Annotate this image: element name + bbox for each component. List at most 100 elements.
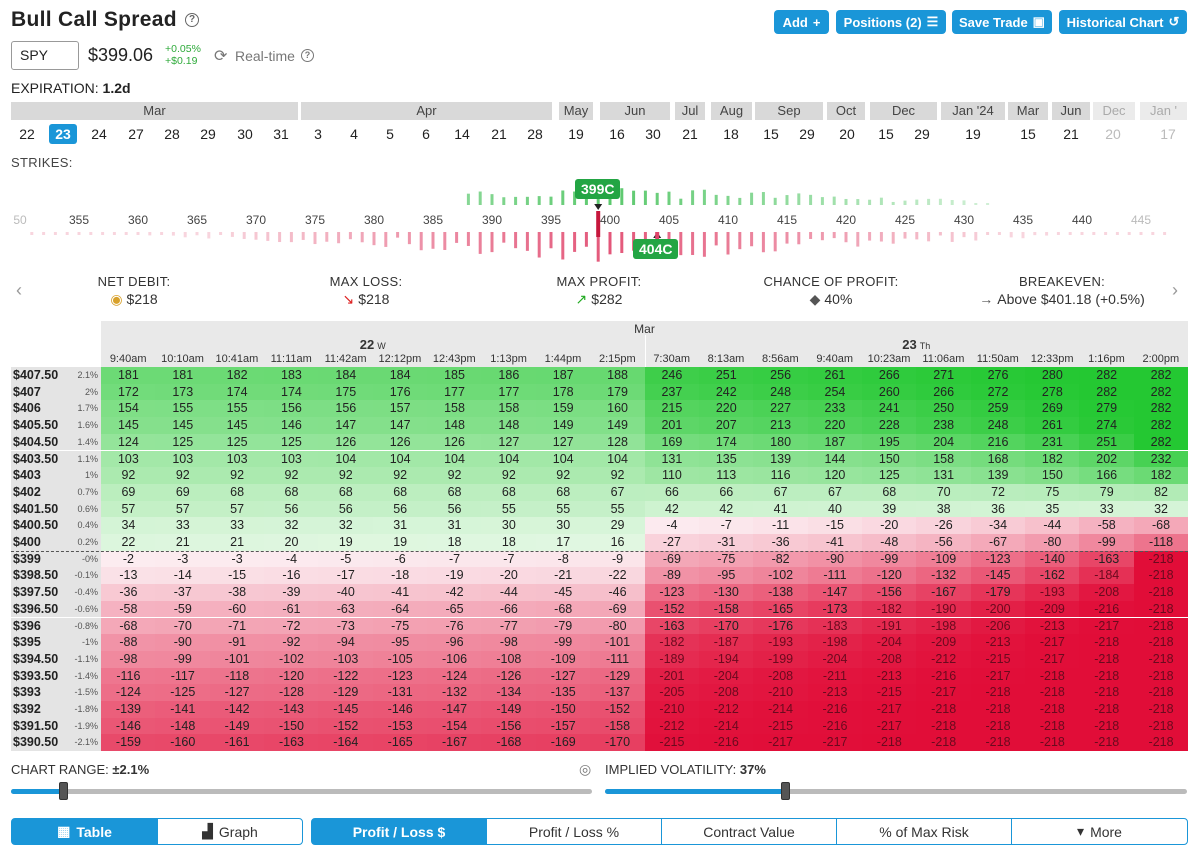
positions-button[interactable]: Positions (2) ☰ <box>836 10 946 34</box>
table-cell[interactable]: -218 <box>1079 701 1135 718</box>
table-cell[interactable]: 124 <box>101 433 156 451</box>
chart-range-track[interactable] <box>11 789 592 794</box>
table-cell[interactable]: 201 <box>644 417 700 434</box>
table-cell[interactable]: 104 <box>590 450 645 468</box>
table-cell[interactable]: 176 <box>372 383 428 401</box>
table-cell[interactable]: -44 <box>1024 517 1080 534</box>
table-cell[interactable]: -34 <box>970 517 1026 534</box>
table-cell[interactable]: -79 <box>535 617 591 635</box>
table-cell[interactable]: 70 <box>916 483 972 501</box>
table-cell[interactable]: 259 <box>970 400 1026 418</box>
historical-chart-button[interactable]: Historical Chart ↺ <box>1059 10 1187 34</box>
table-cell[interactable]: -99 <box>535 634 591 651</box>
table-cell[interactable]: 156 <box>264 400 319 418</box>
table-cell[interactable]: -39 <box>264 584 319 601</box>
table-cell[interactable]: -59 <box>155 600 211 618</box>
table-cell[interactable]: 149 <box>535 417 591 434</box>
table-cell[interactable]: 178 <box>535 383 591 401</box>
table-cell[interactable]: -218 <box>970 701 1026 718</box>
table-cell[interactable]: -124 <box>427 667 482 685</box>
table-cell[interactable]: -216 <box>807 717 863 735</box>
table-cell[interactable]: -146 <box>372 701 428 718</box>
table-cell[interactable]: 242 <box>698 383 754 401</box>
table-cell[interactable]: -217 <box>1079 617 1135 635</box>
table-cell[interactable]: -56 <box>916 534 972 551</box>
table-cell[interactable]: 158 <box>916 450 972 468</box>
table-cell[interactable]: -213 <box>970 634 1026 651</box>
table-cell[interactable]: 82 <box>1133 483 1189 501</box>
table-cell[interactable]: -217 <box>970 667 1026 685</box>
table-cell[interactable]: -149 <box>209 717 265 735</box>
table-cell[interactable]: -123 <box>372 667 428 685</box>
month-tab[interactable]: Mar <box>11 102 298 120</box>
table-cell[interactable]: 261 <box>807 367 863 384</box>
table-cell[interactable]: -90 <box>807 550 863 568</box>
month-tab[interactable]: Jan '24 <box>941 102 1005 120</box>
table-cell[interactable]: 21 <box>209 534 265 551</box>
table-cell[interactable]: -173 <box>807 600 863 618</box>
table-cell[interactable]: 188 <box>590 367 645 384</box>
table-cell[interactable]: -98 <box>101 650 156 668</box>
day-item[interactable]: 15 <box>1020 126 1036 142</box>
table-cell[interactable]: -38 <box>209 584 265 601</box>
table-cell[interactable]: -20 <box>861 517 917 534</box>
table-cell[interactable]: -3 <box>155 550 211 568</box>
table-cell[interactable]: -11 <box>753 517 809 534</box>
table-cell[interactable]: 181 <box>101 367 156 384</box>
add-button[interactable]: Add + <box>774 10 829 34</box>
table-cell[interactable]: 150 <box>861 450 917 468</box>
table-cell[interactable]: 195 <box>861 433 917 451</box>
table-cell[interactable]: 68 <box>861 483 917 501</box>
table-cell[interactable]: -145 <box>318 701 374 718</box>
month-tab[interactable]: May <box>559 102 593 120</box>
table-cell[interactable]: -193 <box>1024 584 1080 601</box>
table-cell[interactable]: -58 <box>101 600 156 618</box>
table-cell[interactable]: 40 <box>807 500 863 518</box>
table-cell[interactable]: -27 <box>644 534 700 551</box>
table-cell[interactable]: -218 <box>1024 701 1080 718</box>
table-cell[interactable]: -64 <box>372 600 428 618</box>
table-cell[interactable]: -40 <box>318 584 374 601</box>
table-cell[interactable]: 250 <box>916 400 972 418</box>
table-cell[interactable]: -9 <box>590 550 645 568</box>
graph-view-tab[interactable]: ▟ Graph <box>157 818 303 845</box>
table-cell[interactable]: -16 <box>264 567 319 585</box>
table-cell[interactable]: -182 <box>644 634 700 651</box>
table-cell[interactable]: -14 <box>155 567 211 585</box>
table-cell[interactable]: -152 <box>590 701 645 718</box>
table-cell[interactable]: 34 <box>101 517 156 534</box>
table-cell[interactable]: 19 <box>372 534 428 551</box>
table-cell[interactable]: 20 <box>264 534 319 551</box>
table-cell[interactable]: -15 <box>209 567 265 585</box>
table-cell[interactable]: -218 <box>1133 734 1189 752</box>
table-cell[interactable]: 92 <box>101 467 156 484</box>
table-cell[interactable]: -158 <box>590 717 645 735</box>
table-cell[interactable]: 266 <box>916 383 972 401</box>
table-cell[interactable]: 282 <box>1133 433 1189 451</box>
table-cell[interactable]: 66 <box>644 483 700 501</box>
table-cell[interactable]: 241 <box>861 400 917 418</box>
table-cell[interactable]: -212 <box>916 650 972 668</box>
table-cell[interactable]: 159 <box>535 400 591 418</box>
table-cell[interactable]: -218 <box>1079 634 1135 651</box>
table-cell[interactable]: -191 <box>861 617 917 635</box>
table-cell[interactable]: 68 <box>535 483 591 501</box>
table-cell[interactable]: -143 <box>264 701 319 718</box>
table-cell[interactable]: -109 <box>535 650 591 668</box>
table-cell[interactable]: -123 <box>644 584 700 601</box>
day-item[interactable]: 5 <box>386 126 394 142</box>
table-cell[interactable]: 182 <box>1133 467 1189 484</box>
table-cell[interactable]: 185 <box>427 367 482 384</box>
day-item[interactable]: 30 <box>645 126 661 142</box>
table-cell[interactable]: 248 <box>753 383 809 401</box>
day-item[interactable]: 21 <box>682 126 698 142</box>
table-cell[interactable]: -69 <box>644 550 700 568</box>
table-cell[interactable]: -208 <box>861 650 917 668</box>
table-cell[interactable]: -218 <box>970 717 1026 735</box>
table-cell[interactable]: 135 <box>698 450 754 468</box>
table-cell[interactable]: -4 <box>644 517 700 534</box>
table-cell[interactable]: 173 <box>155 383 211 401</box>
table-cell[interactable]: 271 <box>916 367 972 384</box>
table-cell[interactable]: 272 <box>970 383 1026 401</box>
table-cell[interactable]: 42 <box>698 500 754 518</box>
